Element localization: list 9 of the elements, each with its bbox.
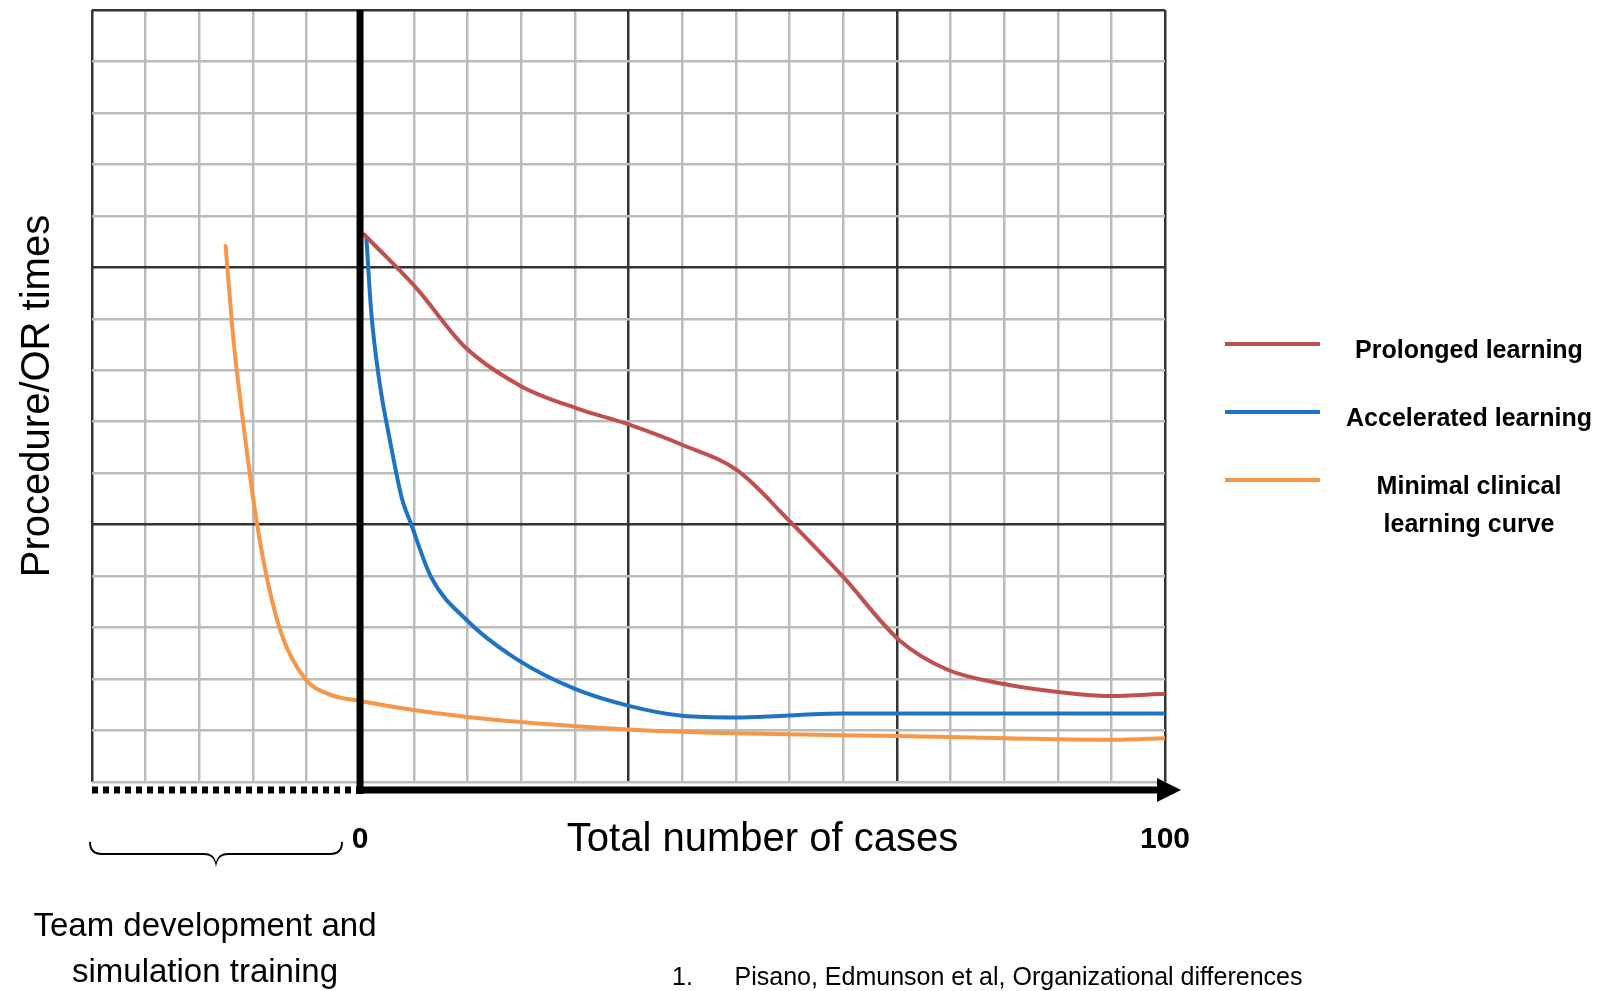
text: 1. Pisano, Edmunson et al, Organizational differences [672,962,1303,991]
text: Team development and simulation training [32,905,378,991]
x-tick-label: 0 [351,821,369,855]
x-tick-label: 100 [1139,821,1190,855]
y-axis-title: Procedure/OR times [13,214,58,578]
x-axis-title: Total number of cases [566,815,959,860]
legend-label: Minimal clinical learning curve [1375,470,1563,539]
legend-label: Prolonged learning [1354,334,1584,365]
legend-label: Accelerated learning [1345,402,1593,433]
